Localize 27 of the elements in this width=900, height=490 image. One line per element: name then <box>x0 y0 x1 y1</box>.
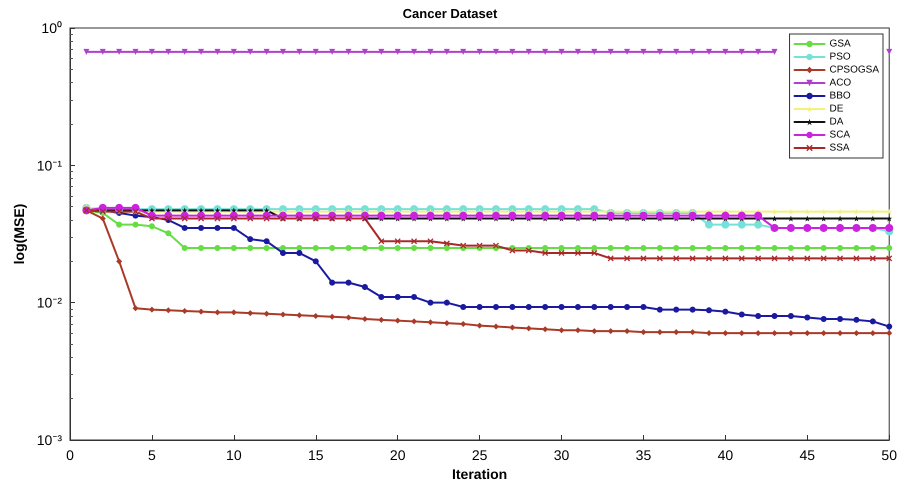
legend-label: GSA <box>830 38 851 50</box>
x-tick-label: 20 <box>390 447 406 463</box>
x-tick-label: 10 <box>226 447 242 463</box>
x-tick-label: 0 <box>66 447 74 463</box>
x-tick-label: 35 <box>636 447 652 463</box>
chart-title: Cancer Dataset <box>402 6 498 21</box>
x-tick-label: 30 <box>554 447 570 463</box>
legend-label: PSO <box>830 52 851 62</box>
x-axis-title: Iteration <box>452 466 508 482</box>
x-tick-label: 5 <box>148 447 156 463</box>
legend-label: ACO <box>830 78 852 88</box>
legend-label: BBO <box>830 90 851 102</box>
x-tick-label: 40 <box>718 447 734 463</box>
y-tick-label: 10⁻³ <box>36 432 62 448</box>
legend-label: DA <box>830 116 844 128</box>
x-tick-label: 50 <box>881 447 898 463</box>
legend-label: SSA <box>830 142 850 154</box>
y-axis-title: log(MSE) <box>10 204 27 264</box>
legend-label: SCA <box>830 130 850 140</box>
x-tick-label: 25 <box>472 447 488 463</box>
y-tick-label: 10⁰ <box>41 20 62 36</box>
x-tick-label: 15 <box>308 447 324 463</box>
x-tick-label: 45 <box>800 447 816 463</box>
y-tick-label: 10⁻² <box>36 294 62 311</box>
y-tick-label: 10⁻¹ <box>36 157 62 174</box>
legend-label: DE <box>830 104 844 114</box>
legend-label: CPSOGSA <box>830 64 880 76</box>
